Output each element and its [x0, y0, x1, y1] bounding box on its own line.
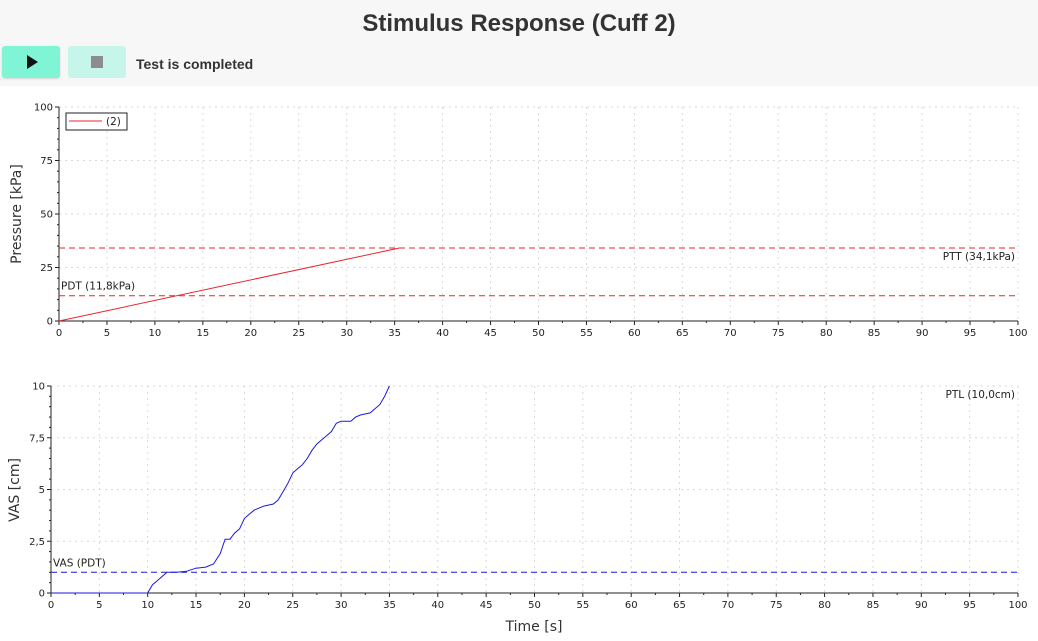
vas-x-tick-label: 65: [673, 600, 686, 611]
vas-y-tick-label: 5: [39, 485, 45, 496]
toolbar-area: [0, 0, 1038, 86]
vas-y-axis-title: VAS [cm]: [7, 458, 23, 522]
vas-x-tick-label: 50: [528, 600, 541, 611]
vas-x-tick-label: 20: [238, 600, 251, 611]
vas-reference-label: VAS (PDT): [53, 557, 106, 569]
vas-x-tick-label: 10: [141, 600, 154, 611]
vas-y-tick-label: 7,5: [29, 433, 45, 444]
pressure-x-tick-label: 50: [532, 328, 545, 339]
pressure-x-tick-label: 10: [149, 328, 162, 339]
pressure-x-tick-label: 15: [196, 328, 209, 339]
pressure-x-tick-label: 75: [772, 328, 785, 339]
pressure-chart: 0 5 10 15 20 25 30 35 40 45 50 55 60 65 70 75 80 85 90 95 10…: [9, 103, 1028, 340]
vas-series-line: [51, 385, 390, 594]
vas-grid: [51, 385, 1019, 593]
pressure-x-tick-label: 85: [868, 328, 881, 339]
stop-button[interactable]: [68, 46, 126, 78]
vas-x-ticks: 0 5 10 15 20 25 30 35 40 45 50 55 60 65 70 75 80 85 90 95 10…: [48, 593, 1028, 611]
pressure-grid: [59, 106, 1019, 321]
vas-x-tick-label: 15: [190, 600, 203, 611]
vas-series: [51, 385, 390, 594]
pressure-x-tick-label: 65: [676, 328, 689, 339]
pressure-legend: (2): [65, 112, 128, 131]
pressure-x-tick-label: 70: [724, 328, 737, 339]
vas-x-tick-label: 80: [818, 600, 831, 611]
vas-y-tick-label: 2,5: [29, 537, 45, 548]
pressure-x-tick-label: 35: [388, 328, 401, 339]
vas-y-tick-label: 10: [32, 382, 45, 393]
status-text: Test is completed: [136, 56, 254, 72]
page-title: Stimulus Response (Cuff 2): [362, 10, 676, 37]
pressure-series-line: [58, 247, 400, 322]
vas-x-tick-label: 95: [963, 600, 976, 611]
pressure-reference-label: PTT (34,1kPa): [943, 251, 1015, 263]
pressure-y-ticks: 0 25 50 75 100: [34, 103, 59, 328]
vas-x-tick-label: 0: [48, 600, 54, 611]
pressure-y-axis-title: Pressure [kPa]: [9, 164, 25, 264]
pressure-x-tick-label: 55: [580, 328, 593, 339]
pressure-reference-label: PDT (11,8kPa): [61, 281, 135, 293]
vas-x-tick-label: 45: [480, 600, 493, 611]
vas-x-tick-label: 30: [335, 600, 348, 611]
vas-x-axis-title: Time [s]: [505, 619, 563, 635]
pressure-x-tick-label: 30: [340, 328, 353, 339]
pressure-reference-lines: PTT (34,1kPa) PDT (11,8kPa): [59, 247, 1018, 297]
pressure-y-tick-label: 100: [34, 103, 53, 114]
vas-y-tick-label: 0: [39, 589, 45, 600]
vas-reference-lines: VAS (PDT): [51, 557, 1018, 573]
pressure-x-tick-label: 40: [436, 328, 449, 339]
pressure-x-tick-label: 0: [56, 328, 62, 339]
pressure-x-tick-label: 60: [628, 328, 641, 339]
pressure-x-tick-label: 80: [820, 328, 833, 339]
pressure-x-ticks: 0 5 10 15 20 25 30 35 40 45 50 55 60 65 70 75 80 85 90 95 10…: [56, 321, 1028, 339]
vas-x-tick-label: 55: [576, 600, 589, 611]
vas-x-tick-label: 90: [915, 600, 928, 611]
vas-x-tick-label: 5: [96, 600, 102, 611]
legend-entry: (2): [106, 116, 121, 128]
vas-x-tick-label: 75: [770, 600, 783, 611]
pressure-y-tick-label: 25: [40, 263, 53, 274]
pressure-x-tick-label: 100: [1008, 328, 1027, 339]
vas-x-tick-label: 85: [867, 600, 880, 611]
pressure-y-tick-label: 0: [47, 317, 53, 328]
stop-icon: [91, 56, 103, 68]
vas-x-tick-label: 70: [722, 600, 735, 611]
pressure-x-tick-label: 45: [484, 328, 497, 339]
play-button[interactable]: [2, 46, 60, 78]
pressure-y-tick-label: 75: [40, 156, 53, 167]
pressure-x-tick-label: 20: [244, 328, 257, 339]
vas-x-tick-label: 40: [431, 600, 444, 611]
pressure-x-tick-label: 90: [916, 328, 929, 339]
vas-chart: 0 5 10 15 20 25 30 35 40 45 50 55 60 65 70 75 80 85 90 95 10…: [7, 382, 1028, 636]
pressure-x-tick-label: 95: [964, 328, 977, 339]
ptl-annotation: PTL (10,0cm): [945, 389, 1015, 401]
play-icon: [27, 55, 38, 69]
vas-y-ticks: 0 2,5 5 7,5 10: [29, 382, 51, 600]
pressure-x-tick-label: 25: [292, 328, 305, 339]
vas-x-tick-label: 60: [625, 600, 638, 611]
pressure-series: [58, 247, 400, 322]
vas-x-tick-label: 25: [286, 600, 299, 611]
vas-x-tick-label: 35: [383, 600, 396, 611]
pressure-y-tick-label: 50: [40, 210, 53, 221]
pressure-x-tick-label: 5: [104, 328, 110, 339]
vas-x-tick-label: 100: [1008, 600, 1027, 611]
